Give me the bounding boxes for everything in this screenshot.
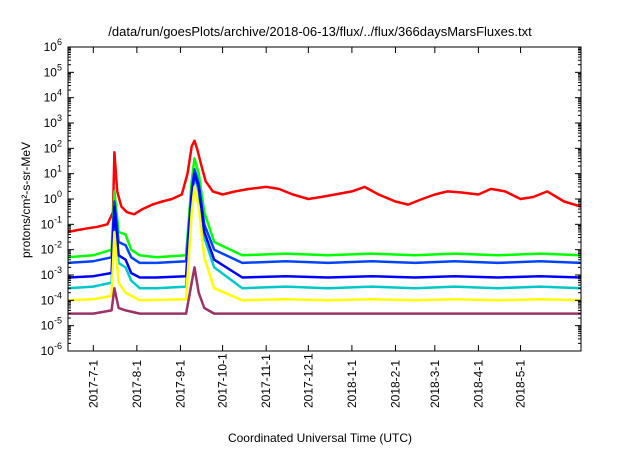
y-tick-label: 104	[44, 88, 62, 105]
axes-layer: 10-6 10-5 10-4 10-3 10-2 10-1 100 101 102 103 104 1…	[41, 37, 581, 408]
x-tick-label: 2017-12-1	[301, 353, 315, 408]
series-line-3	[67, 174, 582, 290]
series-line-6	[68, 266, 581, 315]
x-tick-label: 2017-9-1	[173, 360, 187, 408]
y-tick-label: 10-1	[41, 214, 62, 231]
x-tick-label: 2018-3-1	[428, 360, 442, 408]
series-layer	[67, 139, 582, 315]
series-line-0	[67, 139, 582, 234]
x-axis-label: Coordinated Universal Time (UTC)	[228, 431, 412, 445]
y-tick-label: 10-5	[41, 316, 62, 333]
y-tick-label: 105	[44, 62, 62, 79]
y-tick-label: 10-6	[41, 341, 62, 358]
x-tick-label: 2017-11-1	[259, 354, 273, 408]
y-tick-label: 10-4	[41, 290, 62, 307]
x-tick-label: 2018-2-1	[388, 360, 402, 408]
x-tick-label: 2018-5-1	[514, 360, 528, 408]
series-line-2	[67, 167, 582, 265]
y-axis-label: protons/cm²-s-sr-MeV	[19, 142, 33, 258]
y-tick-label: 101	[44, 164, 62, 181]
y-tick-label: 10-3	[41, 265, 62, 282]
x-tick-label: 2017-10-1	[216, 353, 230, 408]
y-tick-label: 102	[44, 138, 62, 155]
y-tick-label: 100	[44, 189, 62, 206]
series-line-5	[67, 185, 582, 302]
x-tick-label: 2018-4-1	[471, 360, 485, 408]
x-tick-label: 2017-8-1	[130, 360, 144, 408]
y-tick-label: 106	[44, 37, 62, 54]
x-tick-label: 2018-1-1	[345, 360, 359, 408]
y-tick-label: 10-2	[41, 240, 62, 257]
x-tick-label: 2017-7-1	[86, 360, 100, 408]
y-tick-label: 103	[44, 113, 62, 130]
chart-title: /data/run/goesPlots/archive/2018-06-13/f…	[108, 24, 532, 39]
series-line-4	[67, 172, 582, 279]
plot-frame	[67, 46, 582, 352]
